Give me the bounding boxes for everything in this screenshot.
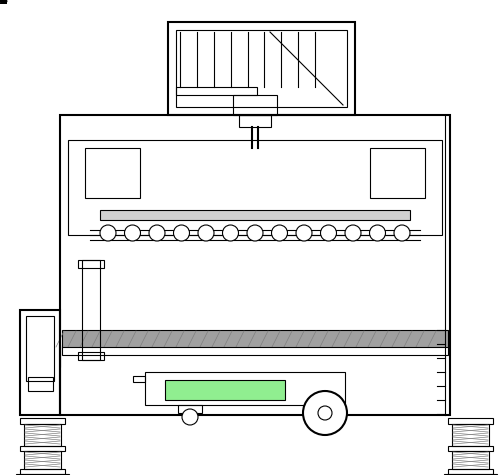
Bar	[448, 469, 493, 474]
Circle shape	[247, 225, 263, 241]
Bar	[448, 446, 493, 451]
Circle shape	[182, 409, 198, 425]
Bar	[78, 260, 104, 268]
Text: 11: 11	[0, 0, 9, 7]
Bar	[168, 22, 355, 115]
Text: 10: 10	[0, 0, 9, 7]
Text: 3: 3	[0, 0, 4, 7]
Bar	[24, 451, 61, 469]
Bar	[62, 347, 448, 355]
Bar	[444, 474, 497, 475]
Bar	[448, 418, 493, 424]
Bar	[68, 140, 442, 235]
Bar	[311, 405, 339, 413]
Bar	[26, 316, 54, 381]
Circle shape	[369, 225, 386, 241]
Bar	[85, 148, 140, 198]
Text: 1: 1	[0, 0, 5, 7]
Circle shape	[394, 225, 410, 241]
Circle shape	[100, 225, 116, 241]
Bar	[233, 95, 277, 115]
Text: 8: 8	[0, 0, 5, 7]
Text: 12: 12	[0, 0, 9, 7]
Text: 16: 16	[0, 0, 8, 7]
Text: 24: 24	[0, 0, 9, 7]
Bar	[239, 115, 271, 127]
Circle shape	[296, 225, 312, 241]
Text: 13: 13	[0, 0, 9, 7]
Bar	[176, 87, 257, 95]
Bar	[100, 210, 410, 220]
Text: 19: 19	[0, 0, 9, 7]
Bar	[82, 260, 100, 360]
Text: 9: 9	[0, 0, 5, 7]
Circle shape	[303, 391, 347, 435]
Circle shape	[222, 225, 238, 241]
Circle shape	[272, 225, 287, 241]
Text: 20: 20	[0, 0, 8, 7]
Circle shape	[318, 406, 332, 420]
Text: 18: 18	[0, 0, 8, 7]
Text: 15: 15	[0, 0, 8, 8]
Text: 17: 17	[0, 0, 8, 7]
Circle shape	[124, 225, 141, 241]
Bar	[20, 418, 65, 424]
Bar	[133, 376, 145, 382]
Bar	[62, 330, 448, 348]
Circle shape	[345, 225, 361, 241]
Text: 27: 27	[0, 0, 8, 7]
Bar	[452, 424, 489, 446]
Circle shape	[198, 225, 214, 241]
Bar	[145, 372, 345, 405]
Circle shape	[149, 225, 165, 241]
Bar	[16, 474, 69, 475]
Bar	[176, 30, 347, 107]
Bar	[78, 352, 104, 360]
Bar	[165, 380, 285, 400]
Bar	[60, 115, 450, 415]
Bar	[20, 446, 65, 451]
Bar	[28, 377, 53, 391]
Bar	[24, 424, 61, 446]
Text: 22: 22	[0, 0, 8, 7]
Bar	[452, 451, 489, 469]
Bar	[20, 310, 60, 415]
Text: 25: 25	[0, 0, 8, 7]
Text: 26: 26	[0, 0, 8, 8]
Text: 14: 14	[0, 0, 8, 8]
Bar	[370, 148, 425, 198]
Bar	[178, 405, 202, 413]
Circle shape	[321, 225, 337, 241]
Text: 21: 21	[0, 0, 9, 7]
Text: A: A	[0, 0, 5, 7]
Bar	[20, 469, 65, 474]
Text: 23: 23	[0, 0, 8, 7]
Circle shape	[173, 225, 190, 241]
